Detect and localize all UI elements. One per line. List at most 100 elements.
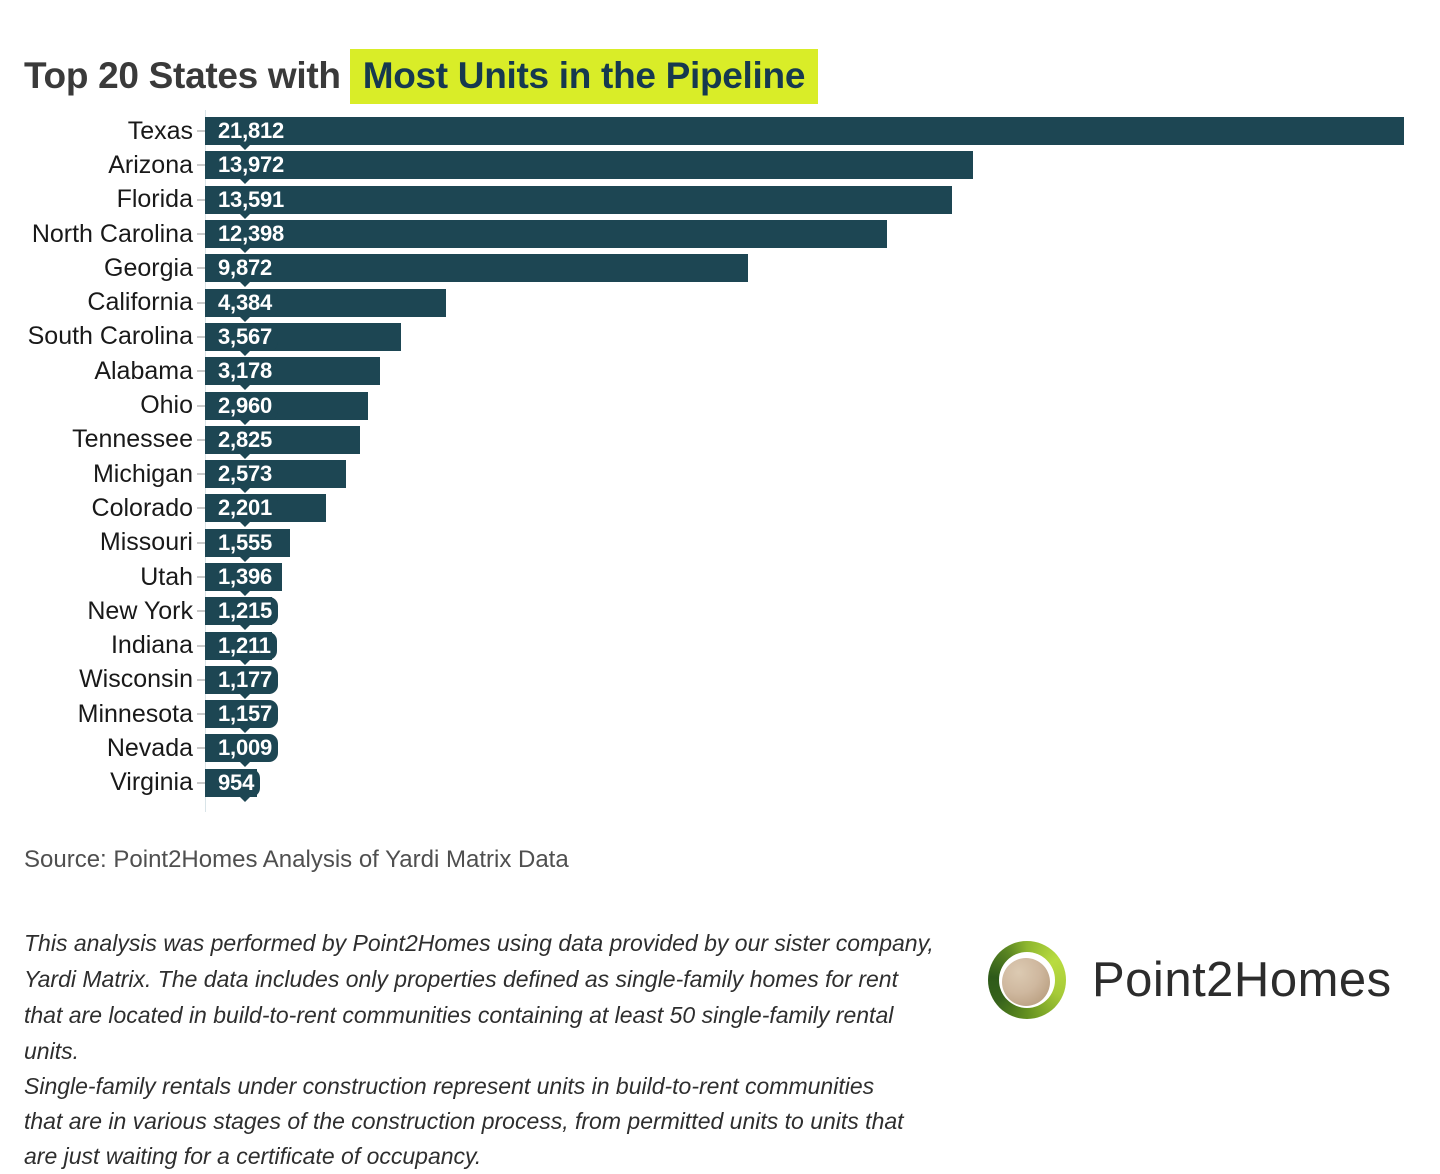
value-label-tail [239,349,251,356]
bar-track: 1,177 [205,665,1404,699]
bar-track: 3,178 [205,357,1404,391]
bar-track: 1,157 [205,700,1404,734]
bar-row: Georgia 9,872 [24,251,1404,288]
bar-row: Indiana 1,211 [24,628,1404,665]
axis-tick [197,198,205,201]
value-label: 13,591 [218,186,285,212]
value-label-chip: 13,972 [205,151,291,180]
bar-row: Nevada 1,009 [24,731,1404,768]
value-label-chip: 2,201 [205,494,279,523]
bar-row: California 4,384 [24,285,1404,322]
axis-tick [197,438,205,441]
category-label: North Carolina [31,219,193,248]
bar-track: 2,201 [205,494,1404,528]
value-label-chip: 1,177 [205,665,279,694]
value-label: 2,825 [218,426,273,452]
value-label: 1,215 [218,598,273,624]
value-label-chip: 1,211 [205,631,277,660]
value-label-tail [239,727,251,734]
bar [205,185,953,214]
value-label-chip: 1,215 [205,597,279,626]
bar-row: Virginia 954 [24,766,1404,802]
page-title-highlight: Most Units in the Pipeline [349,48,819,104]
bar-row: Arizona 13,972 [24,148,1404,185]
value-label-tail [239,761,251,768]
value-label-tail [239,452,251,459]
axis-tick [197,781,205,784]
bar [205,151,974,180]
point2homes-logo: Point2Homes [988,941,1392,1019]
bar-row: North Carolina 12,398 [24,217,1404,254]
page-title: Top 20 States with Most Units in the Pipe… [24,48,819,104]
bar-track: 13,591 [205,185,1404,219]
axis-tick [197,335,205,338]
value-label: 2,201 [218,495,273,521]
value-label-tail [239,178,251,185]
category-label: California [87,288,193,317]
axis-tick [197,301,205,304]
axis-tick [197,576,205,578]
value-label-chip: 954 [205,768,261,797]
value-label: 1,157 [218,701,273,727]
methodology-note-2: Single-family rentals under construction… [24,1073,904,1169]
value-label-tail [239,795,251,802]
value-label: 1,177 [218,666,273,692]
axis-tick [197,610,205,613]
category-label: Michigan [92,459,193,488]
bar-track: 1,555 [205,528,1404,562]
source-caption: Source: Point2Homes Analysis of Yardi Ma… [24,846,569,873]
category-label: Indiana [110,631,193,660]
category-label: Wisconsin [79,665,193,694]
axis-tick [197,130,205,133]
value-label: 21,812 [218,118,285,144]
value-label-chip: 4,384 [205,288,279,317]
axis-tick [197,541,205,544]
bar-row: Florida 13,591 [24,183,1404,219]
value-label: 3,178 [218,358,273,384]
point2homes-logo-text: Point2Homes [1092,952,1392,1007]
bar-track: 12,398 [205,220,1404,254]
axis-tick [197,404,205,407]
value-label-chip: 1,396 [205,563,279,591]
axis-tick [197,164,205,167]
bar-track: 3,567 [205,322,1404,356]
bar-row: Minnesota 1,157 [24,697,1404,734]
value-label: 1,009 [218,735,273,761]
value-label: 2,573 [218,461,273,487]
value-label-tail [239,281,251,288]
value-label: 3,567 [218,323,273,349]
bar-track: 1,009 [205,734,1404,768]
axis-tick [197,473,205,476]
value-label-tail [239,692,251,699]
value-label-tail [239,555,251,562]
value-label-chip: 21,812 [205,117,291,146]
logo-pearl-shape [1002,958,1050,1006]
value-label-chip: 3,178 [205,357,279,386]
bar-row: Missouri 1,555 [24,526,1404,562]
category-label: Utah [140,562,193,591]
methodology-note-1: This analysis was performed by Point2Hom… [24,930,934,1064]
category-label: Georgia [104,253,193,282]
bar-row: Michigan 2,573 [24,457,1404,494]
bar-track: 1,396 [205,563,1404,596]
value-label-chip: 1,157 [205,700,279,729]
value-label-chip: 12,398 [205,220,291,249]
bar-track: 21,812 [205,117,1404,151]
value-label-tail [239,590,251,596]
value-label-tail [239,658,251,665]
bar-row: Alabama 3,178 [24,354,1404,391]
bar-track: 9,872 [205,254,1404,288]
bar-row: Ohio 2,960 [24,388,1404,425]
axis-tick [197,747,205,750]
category-label: Alabama [94,356,193,385]
value-label-tail [239,624,251,631]
axis-tick [197,370,205,373]
category-label: South Carolina [27,322,193,351]
category-label: Missouri [99,528,193,557]
value-label-chip: 1,555 [205,528,279,557]
bar-row: South Carolina 3,567 [24,320,1404,356]
axis-tick [197,713,205,716]
value-label: 12,398 [218,221,285,247]
axis-tick [197,267,205,270]
